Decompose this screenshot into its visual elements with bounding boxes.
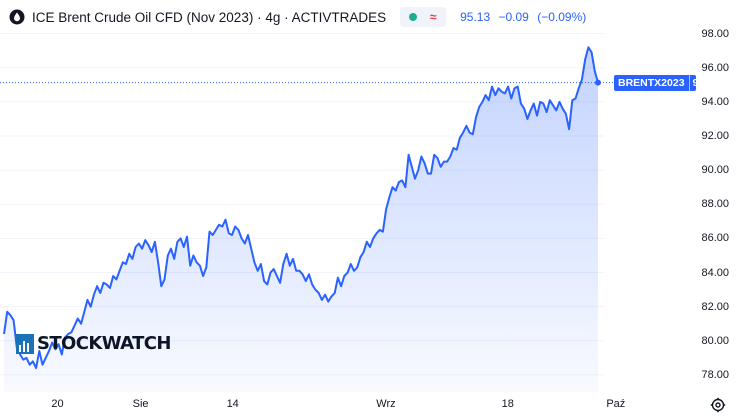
y-tick-label: 94.00: [701, 95, 729, 108]
drop-icon: [8, 8, 26, 26]
y-tick-label: 88.00: [701, 198, 729, 211]
y-tick-label: 92.00: [701, 130, 729, 143]
y-tick-label: 78.00: [701, 368, 729, 381]
price-change-percent: (−0.09%): [537, 10, 587, 24]
status-badges[interactable]: ≈: [400, 7, 447, 27]
gear-icon[interactable]: [710, 397, 726, 413]
x-tick-label: Sie: [132, 398, 149, 410]
chart-title: ICE Brent Crude Oil CFD (Nov 2023) · 4g …: [32, 9, 387, 25]
y-tick-label: 98.00: [701, 27, 729, 40]
x-tick-label: 18: [501, 398, 514, 410]
price-label-symbol: BRENTX2023: [614, 74, 690, 91]
price-line: [3, 46, 599, 370]
market-open-icon[interactable]: [404, 9, 422, 25]
price-change: −0.09: [498, 10, 529, 24]
y-tick-label: 90.00: [701, 164, 729, 177]
x-tick-label: Wrz: [376, 398, 396, 410]
y-tick-label: 86.00: [701, 232, 729, 245]
price-area-fill: [4, 47, 598, 393]
quote-readout: 95.13 −0.09 (−0.09%): [460, 10, 591, 24]
price-label: BRENTX2023 95.13: [614, 74, 719, 91]
y-tick-label: 80.00: [701, 334, 729, 347]
chart-header: ICE Brent Crude Oil CFD (Nov 2023) · 4g …: [8, 6, 591, 28]
volatility-icon[interactable]: ≈: [429, 10, 437, 24]
y-tick-label: 84.00: [701, 266, 729, 279]
y-tick-label: 96.00: [701, 61, 729, 74]
x-tick-label: 20: [51, 398, 64, 410]
x-tick-label: Paź: [606, 398, 626, 410]
price-label-value: 95.13: [692, 76, 719, 89]
y-tick-label: 82.00: [701, 300, 729, 313]
watermark-text: STOCKWATCH: [37, 332, 171, 354]
last-price-marker: [595, 79, 601, 86]
last-price: 95.13: [460, 10, 491, 24]
stockwatch-logo: STOCKWATCH: [16, 332, 171, 354]
bar-chart-icon: [16, 334, 34, 354]
x-tick-label: 14: [226, 398, 239, 410]
